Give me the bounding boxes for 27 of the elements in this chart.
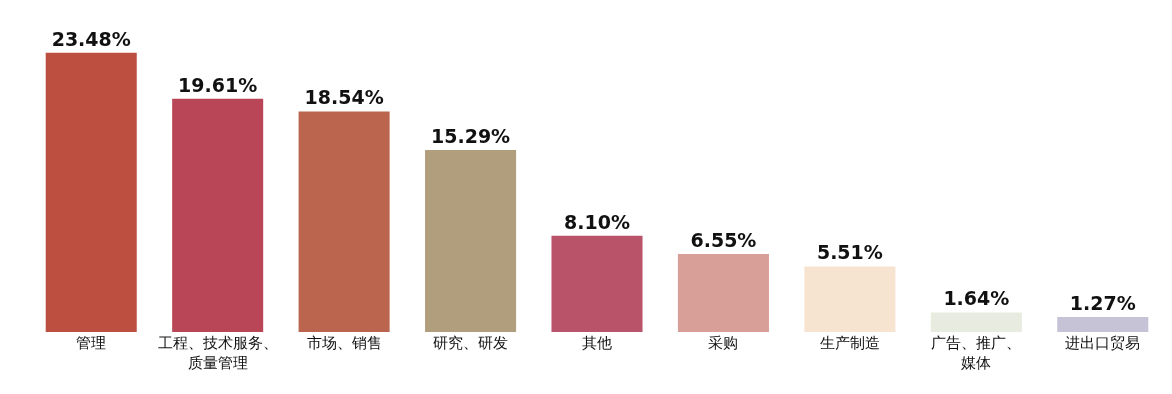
x-tick-label: 工程、技术服务、质量管理 bbox=[157, 334, 278, 372]
data-label: 15.29% bbox=[430, 125, 511, 148]
x-tick-label: 管理 bbox=[76, 334, 107, 352]
data-label: 1.64% bbox=[943, 287, 1010, 310]
data-label: 8.10% bbox=[564, 210, 630, 233]
x-tick-label: 市场、销售 bbox=[306, 334, 382, 352]
data-label: 6.55% bbox=[690, 229, 757, 252]
x-tick-label: 进出口贸易 bbox=[1065, 334, 1141, 352]
data-label: 19.61% bbox=[178, 73, 258, 96]
data-label: 23.48% bbox=[51, 27, 131, 50]
data-label: 18.54% bbox=[304, 86, 384, 109]
x-tick-label: 生产制造 bbox=[819, 334, 880, 352]
bar bbox=[551, 235, 643, 332]
data-label: 1.27% bbox=[1069, 291, 1136, 314]
bar bbox=[172, 98, 264, 332]
bar bbox=[45, 52, 137, 332]
data-label: 5.51% bbox=[816, 241, 883, 264]
x-tick-label: 研究、研发 bbox=[433, 334, 509, 352]
x-tick-label: 采购 bbox=[708, 334, 739, 352]
bar bbox=[677, 254, 769, 332]
bar bbox=[425, 150, 517, 332]
bar bbox=[930, 312, 1022, 332]
x-tick-label: 其他 bbox=[582, 334, 612, 352]
x-tick-label: 广告、推广、媒体 bbox=[931, 334, 1022, 372]
bar bbox=[804, 266, 896, 332]
bar bbox=[298, 111, 390, 332]
bar bbox=[1057, 316, 1149, 332]
